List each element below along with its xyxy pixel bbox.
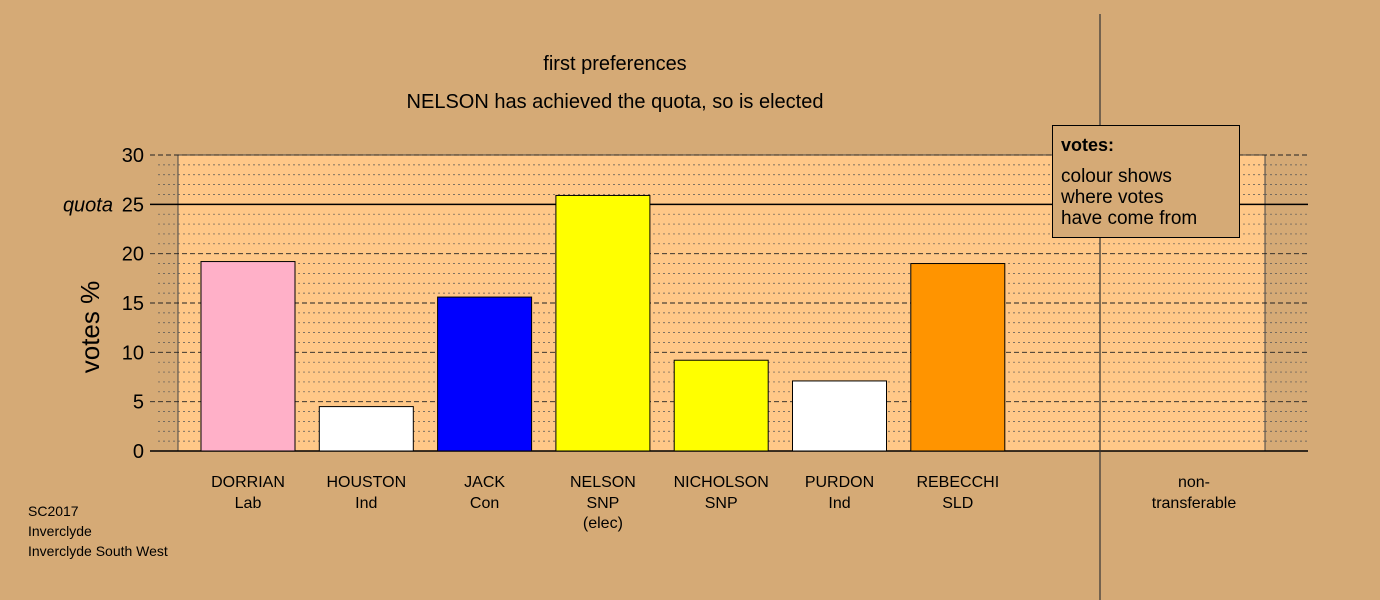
y-tick-label: 5 [133, 392, 144, 414]
chart-title: first preferences [543, 53, 687, 75]
y-axis-label: votes % [75, 281, 105, 374]
bar-jack [437, 296, 533, 452]
legend-line-1: colour shows [1061, 166, 1172, 187]
bar-purdon [792, 380, 887, 452]
x-label-party: SNP [705, 495, 738, 512]
footer-ward: Inverclyde South West [28, 543, 168, 559]
legend-line-3: have come from [1061, 208, 1198, 229]
y-tick-label: 10 [122, 342, 144, 364]
x-label-party: Con [470, 495, 499, 512]
bar-nelson [555, 194, 651, 452]
chart-subtitle: NELSON has achieved the quota, so is ele… [406, 91, 824, 113]
y-tick-label: 30 [122, 145, 144, 167]
x-label-party: SNP [586, 495, 619, 512]
x-label-name: PURDON [805, 474, 874, 491]
x-label-party: Lab [235, 495, 262, 512]
quota-label: quota [63, 194, 113, 216]
legend: votes: colour shows where votes have com… [1052, 125, 1240, 238]
bar-dorrian [200, 261, 296, 452]
x-label-name: DORRIAN [211, 474, 285, 491]
footer-election: SC2017 [28, 503, 79, 519]
x-label-note: (elec) [583, 515, 623, 532]
legend-line-2: where votes [1061, 187, 1164, 208]
x-label-name: HOUSTON [326, 474, 406, 491]
x-label-name: NELSON [570, 474, 636, 491]
legend-title: votes: [1061, 135, 1115, 155]
bar-nicholson [673, 359, 769, 452]
bar-rebecchi [910, 263, 1006, 452]
y-tick-label: 25 [122, 194, 144, 216]
x-label-name: NICHOLSON [674, 474, 769, 491]
bar-houston [318, 406, 414, 452]
x-label-name: JACK [464, 474, 505, 491]
y-tick-label: 15 [122, 293, 144, 315]
x-label-party: Ind [828, 495, 850, 512]
x-label-party: Ind [355, 495, 377, 512]
y-tick-label: 20 [122, 244, 144, 266]
footer-council: Inverclyde [28, 523, 92, 539]
y-tick-label: 0 [133, 441, 144, 463]
x-label-nontransferable-2: transferable [1152, 495, 1237, 512]
x-label-nontransferable-1: non- [1178, 474, 1210, 491]
x-label-name: REBECCHI [916, 474, 999, 491]
legend-text: colour shows where votes have come from [1061, 166, 1231, 229]
x-label-party: SLD [942, 495, 973, 512]
